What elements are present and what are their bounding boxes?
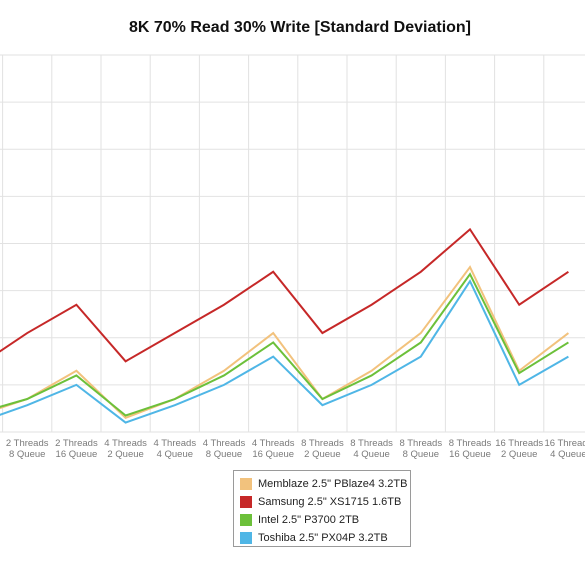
legend-label-memblaze: Memblaze 2.5" PBlaze4 3.2TB <box>258 478 408 490</box>
x-tick-label: 8 Threads 16 Queue <box>449 438 492 460</box>
x-tick-label: 8 Threads 2 Queue <box>301 438 344 460</box>
x-tick-label: 2 Threads 8 Queue <box>6 438 49 460</box>
series-lines <box>0 227 570 424</box>
legend-swatch-intel <box>240 514 252 526</box>
grid <box>0 54 585 433</box>
series-line-3 <box>0 279 569 424</box>
legend-item-intel: Intel 2.5" P3700 2TB <box>240 511 410 529</box>
x-tick-label: 2 Threads 16 Queue <box>55 438 98 460</box>
legend-item-toshiba: Toshiba 2.5" PX04P 3.2TB <box>240 529 410 547</box>
x-tick-label: 4 Threads 4 Queue <box>153 438 196 460</box>
legend-item-memblaze: Memblaze 2.5" PBlaze4 3.2TB <box>240 475 410 493</box>
x-tick-label: 4 Threads 16 Queue <box>252 438 295 460</box>
legend-label-toshiba: Toshiba 2.5" PX04P 3.2TB <box>258 532 388 544</box>
x-tick-label: 16 Threads 2 Queue <box>495 438 543 460</box>
legend-swatch-samsung <box>240 496 252 508</box>
legend-swatch-toshiba <box>240 532 252 544</box>
x-tick-label: 4 Threads 8 Queue <box>203 438 246 460</box>
x-tick-label: 8 Threads 4 Queue <box>350 438 393 460</box>
legend-label-intel: Intel 2.5" P3700 2TB <box>258 514 360 526</box>
legend: Memblaze 2.5" PBlaze4 3.2TB Samsung 2.5"… <box>233 470 411 547</box>
legend-label-samsung: Samsung 2.5" XS1715 1.6TB <box>258 496 402 508</box>
legend-swatch-memblaze <box>240 478 252 490</box>
series-line-0 <box>0 265 570 420</box>
x-tick-label: 4 Threads 2 Queue <box>104 438 147 460</box>
legend-item-samsung: Samsung 2.5" XS1715 1.6TB <box>240 493 410 511</box>
series-line-2 <box>0 272 569 417</box>
x-tick-label: 8 Threads 8 Queue <box>399 438 442 460</box>
series-line-1 <box>0 227 569 363</box>
chart-title: 8K 70% Read 30% Write [Standard Deviatio… <box>128 19 472 36</box>
